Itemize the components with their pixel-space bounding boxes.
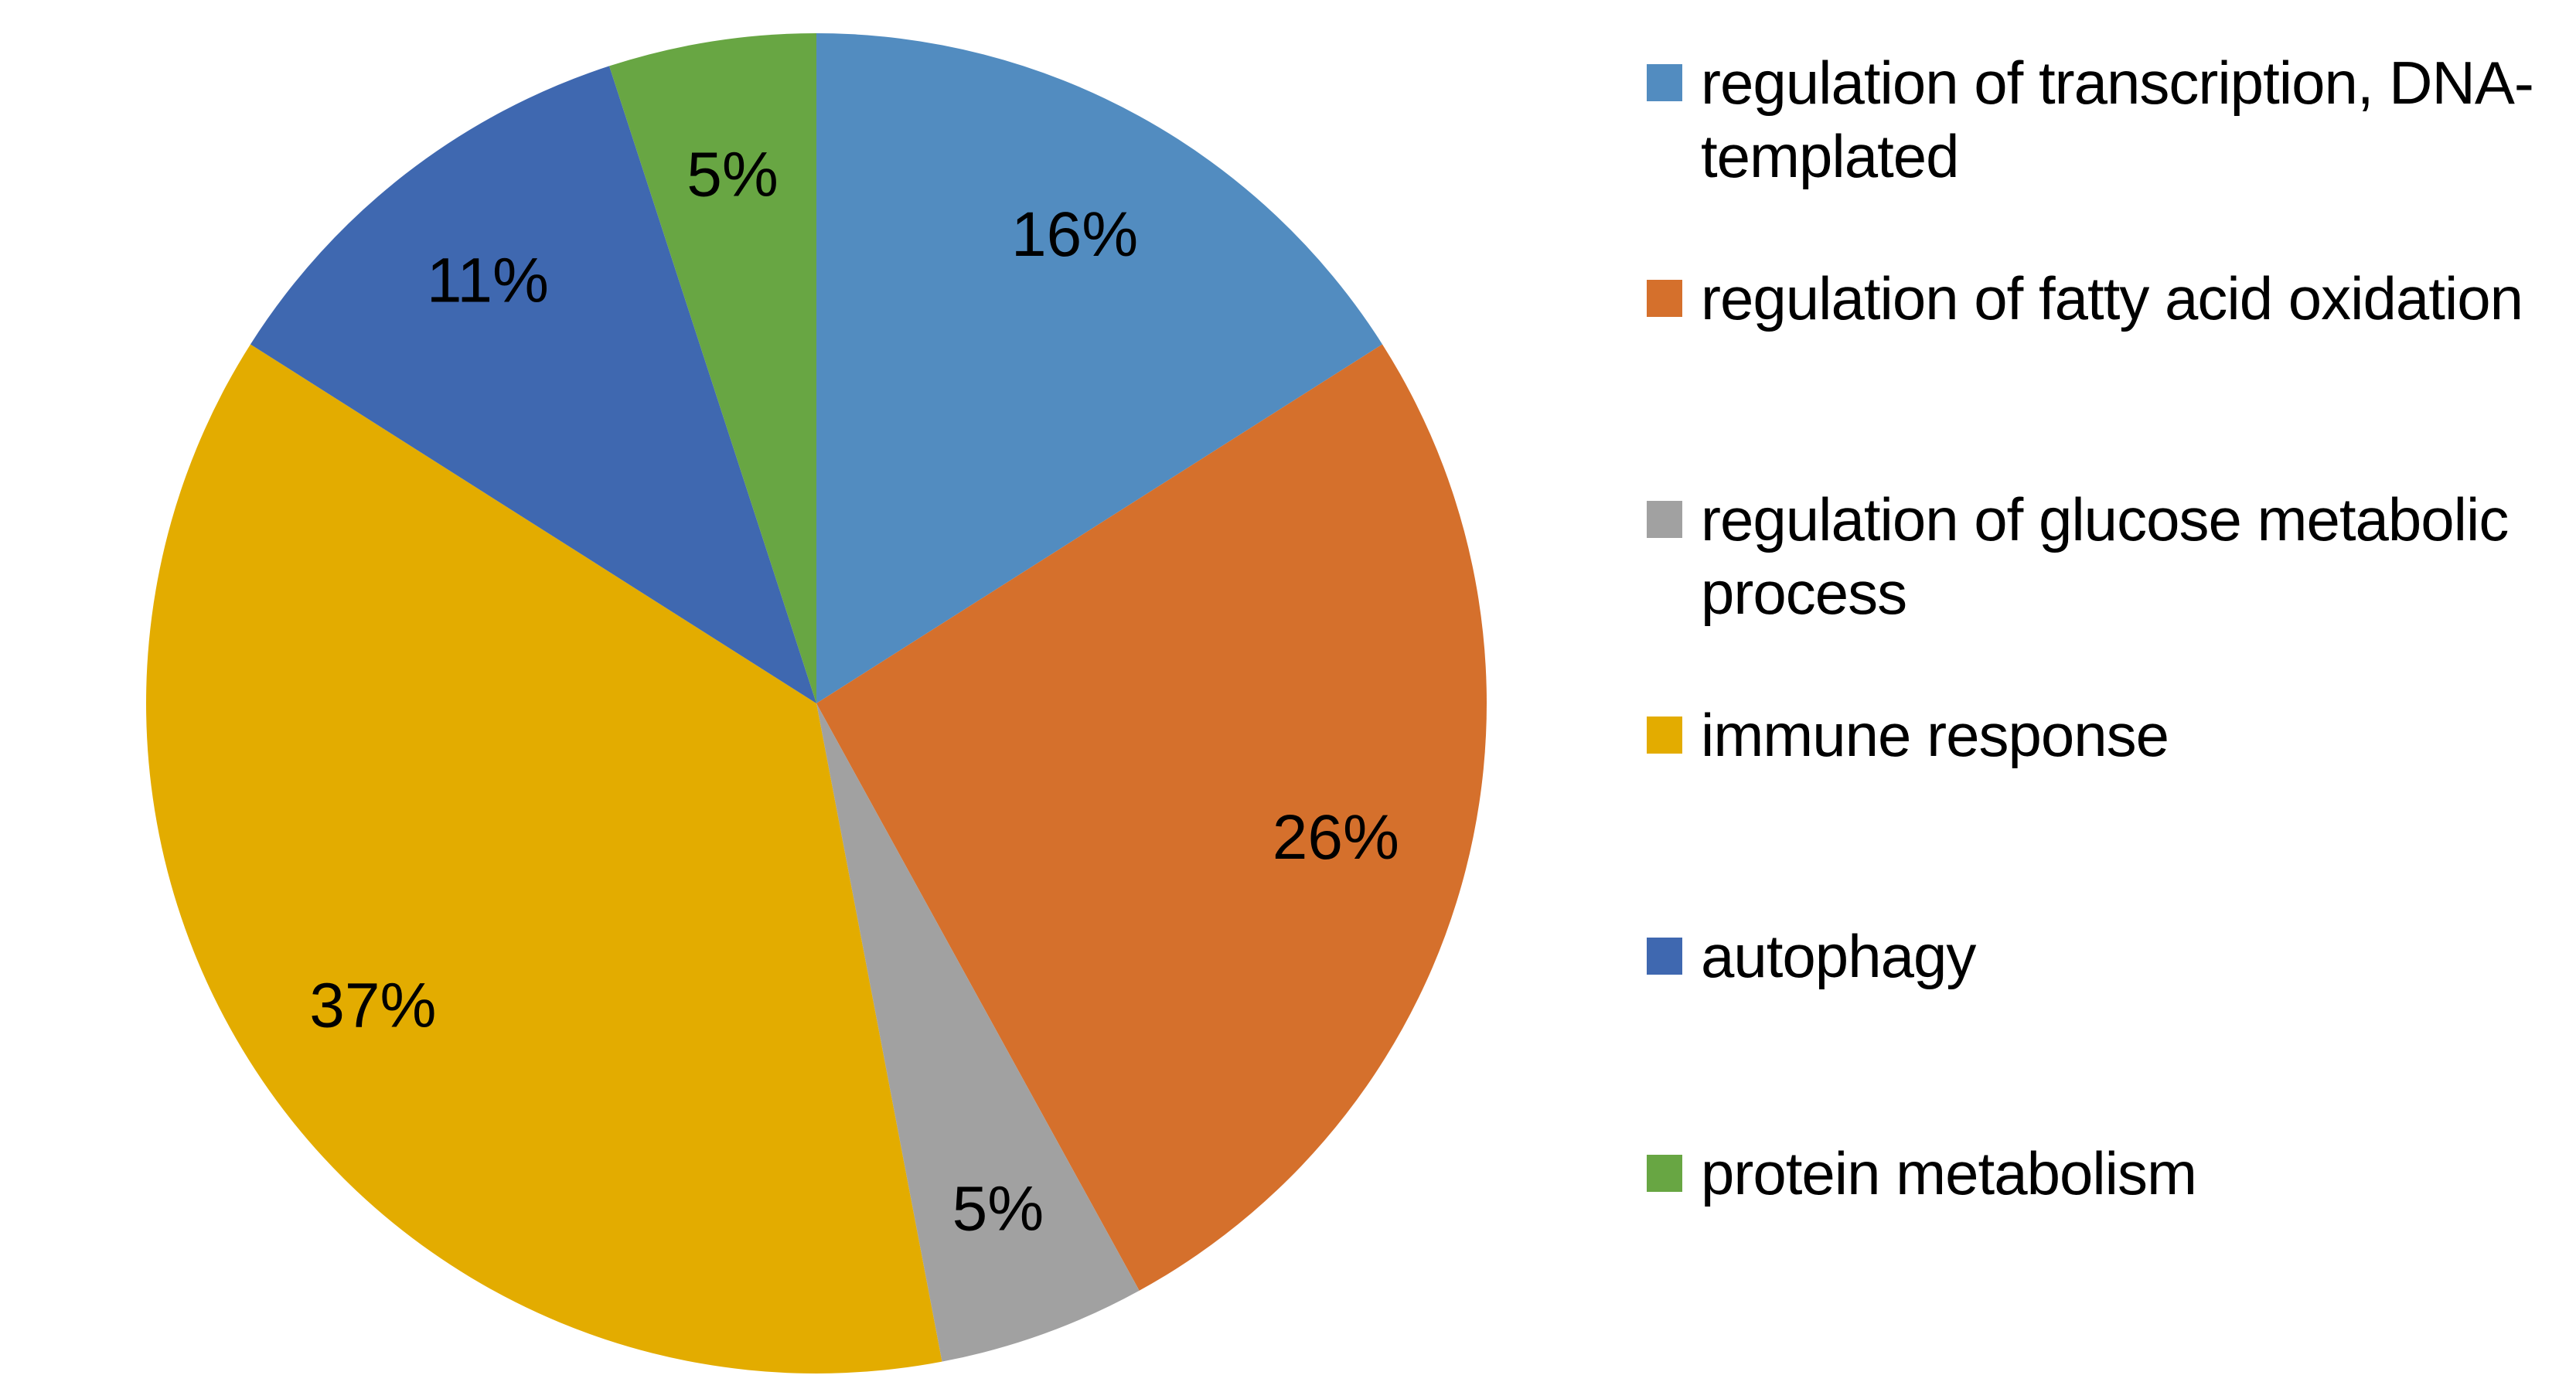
chart-legend: regulation of transcription, DNA-templat… [1647, 0, 2576, 1382]
legend-label: regulation of fatty acid oxidation [1701, 264, 2523, 332]
pie-slice-autophagy [250, 66, 817, 704]
legend-swatch-green [1647, 1155, 1682, 1192]
pie-svg: 16% 26% 5% 37% 11% 5% [146, 33, 1487, 1373]
pie-slice-regulation-of-glucose-metabolic-process [816, 703, 1140, 1362]
legend-item-immune-response: immune response [1647, 699, 2576, 772]
slice-label-16%: 16% [1011, 199, 1138, 270]
legend-label: autophagy [1701, 922, 1976, 990]
legend-item-protein-metabolism: protein metabolism [1647, 1137, 2576, 1210]
legend-swatch-gold [1647, 717, 1682, 754]
slice-label-5%: 5% [687, 140, 779, 210]
legend-swatch-gray [1647, 501, 1682, 538]
legend-item-regulation-of-glucose-metabolic-process: regulation of glucose metabolic process [1647, 483, 2576, 630]
legend-label: protein metabolism [1701, 1139, 2197, 1207]
pie-plot-area: 16% 26% 5% 37% 11% 5% [146, 33, 1487, 1373]
legend-label: regulation of glucose metabolic process [1701, 485, 2509, 627]
legend-swatch-blue [1647, 64, 1682, 101]
pie-slice-protein-metabolism [609, 33, 816, 703]
pie-slice-regulation-of-fatty-acid-oxidation [816, 344, 1487, 1291]
legend-item-regulation-of-transcription-dna-templated: regulation of transcription, DNA-templat… [1647, 46, 2576, 193]
legend-swatch-dark-blue [1647, 938, 1682, 975]
legend-swatch-orange [1647, 280, 1682, 317]
legend-item-autophagy: autophagy [1647, 920, 2576, 993]
slice-label-11%: 11% [427, 246, 549, 316]
slice-label-26%: 26% [1273, 802, 1399, 873]
pie-slice-regulation-of-transcription-dna-templated [816, 33, 1383, 703]
slice-label-37%: 37% [309, 971, 436, 1041]
slice-label-5%: 5% [952, 1173, 1044, 1244]
legend-label: regulation of transcription, DNA-templat… [1701, 49, 2534, 190]
pie-slice-immune-response [146, 344, 942, 1373]
legend-label: immune response [1701, 701, 2169, 769]
legend-item-regulation-of-fatty-acid-oxidation: regulation of fatty acid oxidation [1647, 262, 2576, 335]
